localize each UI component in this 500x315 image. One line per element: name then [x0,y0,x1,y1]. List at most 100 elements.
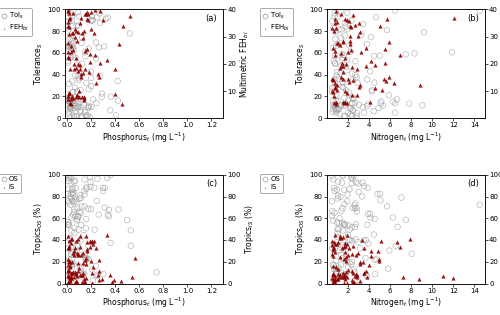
Point [64,263,72,268]
Point [354,189,362,194]
Point [80,49,88,54]
Point [84,105,92,110]
Point [346,19,354,24]
Point [342,248,350,253]
Point [346,38,354,43]
Point [356,29,364,34]
Point [88,242,96,247]
Point [376,191,384,196]
Point [356,260,364,265]
Point [331,249,339,255]
Point [353,111,361,116]
Point [80,177,88,182]
Point [66,42,74,47]
Point [344,49,352,54]
Point [348,113,356,118]
Point [352,59,360,64]
Point [78,31,86,36]
Point [415,277,423,282]
Point [70,106,78,111]
Point [330,25,338,30]
Point [332,108,340,113]
Point [65,44,73,49]
Point [105,207,113,212]
Point [340,281,348,286]
Point [360,271,368,276]
Point [64,233,72,238]
Point [80,271,88,276]
Point [330,245,338,250]
Point [72,103,80,108]
Point [80,204,88,209]
Point [91,8,99,13]
Point [359,105,367,110]
Point [330,100,338,106]
Point [352,205,360,210]
Point [330,94,338,99]
Point [328,199,336,204]
Point [66,237,74,242]
Point [77,96,85,101]
Point [379,103,387,108]
Point [69,10,77,15]
Point [352,278,360,284]
Point [333,187,341,192]
Point [70,114,78,119]
Point [66,260,74,265]
Point [82,226,90,231]
Point [359,260,367,265]
Point [343,232,351,238]
Point [66,43,74,48]
Point [74,253,82,258]
Point [338,84,346,89]
Point [69,41,77,46]
Point [348,107,356,112]
Point [346,260,354,265]
Point [351,206,359,211]
Point [77,74,85,79]
Point [344,253,351,258]
Point [66,260,74,265]
Point [66,101,74,106]
Point [329,45,337,50]
Point [70,207,78,212]
Point [386,248,394,253]
Point [86,52,94,57]
Point [67,240,75,245]
Point [334,277,342,282]
Point [72,65,80,70]
Point [392,243,400,249]
Point [64,274,72,279]
Point [329,271,337,276]
Point [84,243,92,249]
Point [76,76,84,81]
Point [331,241,339,246]
Point [69,186,77,191]
Point [342,258,350,263]
Point [340,104,348,109]
Point [82,257,90,262]
Point [328,85,336,90]
Point [370,216,378,221]
Point [78,279,86,284]
Point [377,238,385,243]
Point [358,238,366,243]
Point [340,273,347,278]
Point [348,259,356,264]
Point [353,66,361,72]
Point [96,11,104,16]
Point [332,98,340,103]
Point [64,257,72,262]
Point [338,79,346,84]
Point [78,204,86,209]
Point [342,254,350,259]
Point [106,108,114,113]
Point [406,236,414,241]
Point [330,281,338,286]
Point [68,94,76,99]
Point [64,91,72,96]
Point [74,114,82,119]
Point [350,273,358,278]
Point [330,188,338,193]
Point [333,241,341,246]
